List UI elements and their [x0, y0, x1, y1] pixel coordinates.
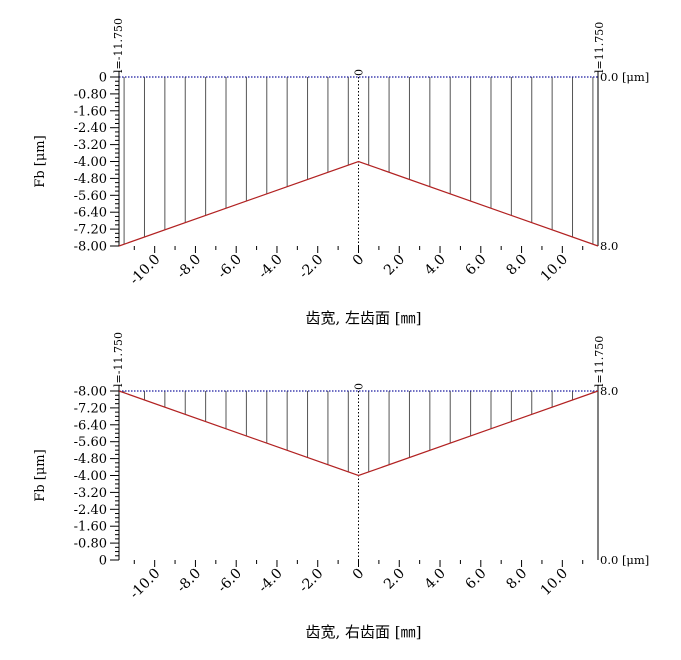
x-axis-label: 齿宽, 左齿面 [㎜] [305, 309, 421, 327]
y-tick-label-3: -2.40 [74, 121, 107, 136]
x-tick-label-4: -2.0 [296, 252, 326, 282]
x-tick-label-6: 2.0 [381, 252, 408, 279]
y-tick-label-8: -1.60 [74, 520, 107, 535]
y-tick-label-9: -0.80 [74, 537, 107, 552]
y-tick-label-2: -1.60 [74, 104, 107, 119]
x-tick-label-9: 8.0 [503, 252, 530, 279]
x-tick-label-1: -8.0 [174, 566, 204, 596]
x-tick-label-7: 4.0 [422, 566, 449, 593]
x-tick-label-1: -8.0 [174, 252, 204, 282]
y-tick-label-7: -5.60 [74, 189, 107, 204]
x-tick-label-8: 6.0 [463, 252, 490, 279]
y-tick-label-10: -8.00 [74, 240, 107, 255]
y-tick-label-5: -4.00 [74, 469, 107, 484]
right-value-label-1: 8.0 [600, 239, 618, 253]
profile-line [118, 390, 599, 477]
top-left-range-label: l=-11.750 [112, 332, 125, 387]
x-tick-label-0: -10.0 [127, 252, 164, 289]
x-tick-label-5: 0 [350, 252, 368, 270]
y-tick-label-5: -4.00 [74, 155, 107, 170]
y-tick-label-4: -4.80 [74, 452, 107, 467]
x-tick-label-7: 4.0 [422, 252, 449, 279]
chart-panel-left: 0-0.80-1.60-2.40-3.20-4.00-4.80-5.60-6.4… [33, 18, 649, 327]
top-right-range-label: l=11.750 [593, 336, 606, 387]
y-tick-label-10: 0 [99, 554, 107, 569]
x-tick-label-3: -4.0 [255, 252, 285, 282]
center-marker: 0 [353, 383, 366, 390]
right-value-label-0: 8.0 [600, 384, 618, 398]
y-tick-label-8: -6.40 [74, 206, 107, 221]
x-tick-label-2: -6.0 [215, 252, 245, 282]
y-tick-label-1: -7.20 [74, 401, 107, 416]
y-tick-label-7: -2.40 [74, 503, 107, 518]
x-tick-label-0: -10.0 [127, 566, 164, 603]
x-tick-label-4: -2.0 [296, 566, 326, 596]
top-right-range-label: l=11.750 [593, 22, 606, 73]
profile-line [118, 160, 599, 247]
y-tick-label-1: -0.80 [74, 87, 107, 102]
x-tick-label-5: 0 [350, 566, 368, 584]
right-value-label-1: 0.0 [μm] [600, 553, 649, 567]
x-tick-label-10: 10.0 [538, 252, 571, 285]
y-axis-label: Fb [μm] [33, 135, 48, 187]
y-tick-label-0: 0 [99, 71, 107, 86]
x-axis-label: 齿宽, 右齿面 [㎜] [305, 623, 421, 641]
y-tick-label-6: -3.20 [74, 486, 107, 501]
x-tick-label-10: 10.0 [538, 566, 571, 599]
x-tick-label-8: 6.0 [463, 566, 490, 593]
y-tick-label-4: -3.20 [74, 138, 107, 153]
chart-panel-right: -8.00-7.20-6.40-5.60-4.80-4.00-3.20-2.40… [33, 332, 649, 641]
x-tick-label-9: 8.0 [503, 566, 530, 593]
y-tick-label-6: -4.80 [74, 172, 107, 187]
x-tick-label-3: -4.0 [255, 566, 285, 596]
right-value-label-0: 0.0 [μm] [600, 70, 649, 84]
y-tick-label-3: -5.60 [74, 435, 107, 450]
x-tick-label-6: 2.0 [381, 566, 408, 593]
y-axis-label: Fb [μm] [33, 449, 48, 501]
x-tick-label-2: -6.0 [215, 566, 245, 596]
y-tick-label-2: -6.40 [74, 418, 107, 433]
top-left-range-label: l=-11.750 [112, 18, 125, 73]
y-tick-label-9: -7.20 [74, 223, 107, 238]
y-tick-label-0: -8.00 [74, 385, 107, 400]
center-marker: 0 [353, 69, 366, 76]
